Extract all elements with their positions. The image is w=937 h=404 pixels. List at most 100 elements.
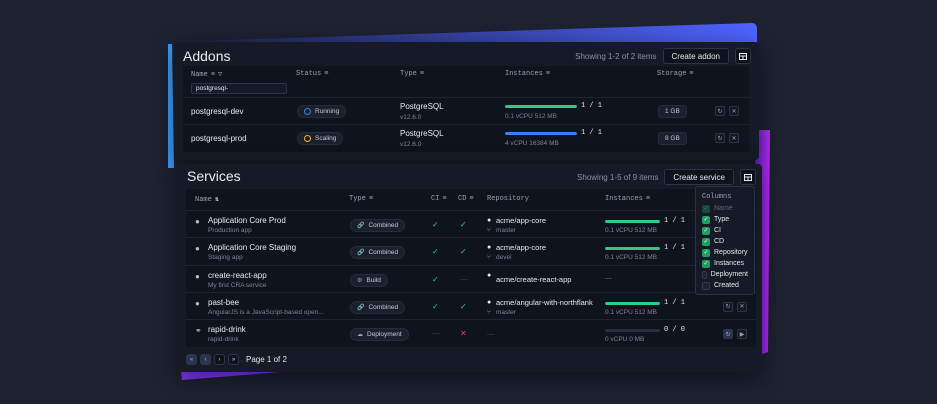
restart-icon: ↻ [725, 304, 731, 311]
create-service-button[interactable]: Create service [664, 169, 734, 185]
column-option[interactable]: ✓ Repository [702, 248, 748, 257]
addons-panel: Addons Showing 1-2 of 2 items Create add… [174, 42, 759, 160]
checkbox[interactable] [702, 281, 710, 290]
services-showing: Showing 1-5 of 9 items [577, 172, 659, 182]
column-header-repository[interactable]: Repository [487, 195, 530, 203]
column-header-instances[interactable]: Instances ≡ [605, 195, 651, 203]
column-option[interactable]: ✓ Instances [702, 259, 744, 268]
delete-button[interactable]: ✕ [729, 106, 739, 116]
checkbox[interactable]: ✓ [702, 204, 710, 213]
columns-menu-title: Columns [702, 193, 732, 201]
columns-toggle-button[interactable] [735, 48, 751, 64]
repo-name[interactable]: — [487, 329, 495, 339]
prev-page-button[interactable]: ‹ [200, 354, 211, 365]
checkbox[interactable]: ✓ [702, 248, 710, 257]
restart-button[interactable]: ↻ [723, 329, 733, 340]
filter-icon[interactable]: ▽ [218, 71, 223, 79]
checkbox[interactable]: ✓ [702, 259, 710, 268]
github-icon: ● [195, 271, 200, 281]
github-icon: ● [195, 298, 200, 308]
check-icon: ✓ [432, 274, 439, 284]
restart-icon: ↻ [717, 108, 723, 115]
repo-branch: devel [496, 254, 512, 262]
restart-button[interactable]: ↻ [715, 133, 725, 143]
table-row[interactable]: ● past-bee AngularJS is a JavaScript-bas… [186, 291, 756, 319]
table-row[interactable]: ● create-react-app My first CRA service … [186, 264, 756, 292]
github-icon: ● [487, 298, 492, 306]
status-ring-icon [304, 108, 311, 115]
service-name[interactable]: create-react-app [208, 270, 267, 280]
pagination: « ‹ › » Page 1 of 2 [186, 354, 287, 365]
service-type-icon: 🔗 [357, 304, 365, 311]
table-row[interactable]: postgresql-prod Scaling PostgreSQL v12.6… [183, 124, 749, 151]
column-header-type[interactable]: Type ≡ [349, 195, 374, 203]
instance-progress [605, 329, 660, 333]
restart-button[interactable]: ↻ [723, 301, 733, 312]
delete-button[interactable]: ✕ [729, 133, 739, 143]
storage-badge: 8 GB [658, 132, 687, 145]
repo-name[interactable]: acme/app-core [496, 216, 547, 225]
github-icon: ● [487, 244, 492, 252]
repo-name[interactable]: acme/angular-with-northflank [496, 297, 593, 307]
column-header-ci[interactable]: CI ≡ [431, 195, 447, 203]
create-addon-button[interactable]: Create addon [662, 48, 729, 64]
table-row[interactable]: ● Application Core Staging Staging app 🔗… [186, 237, 756, 264]
repo-name[interactable]: acme/app-core [496, 243, 547, 253]
checkbox[interactable] [702, 270, 707, 279]
column-option[interactable]: ✓ Name [702, 204, 733, 213]
instance-resources: 0.1 vCPU 512 MB [605, 254, 658, 262]
close-icon: ✕ [731, 108, 737, 115]
checkbox[interactable]: ✓ [702, 226, 710, 235]
column-header-instances[interactable]: Instances ≡ [505, 70, 551, 78]
delete-button[interactable]: ✕ [737, 301, 747, 312]
column-header-name[interactable]: Name ≡ ▽ [191, 70, 223, 80]
column-option[interactable]: Created [702, 280, 748, 291]
link-icon: ⚭ [195, 326, 202, 336]
addon-name[interactable]: postgresql-dev [191, 107, 244, 116]
status-badge: Running [297, 105, 347, 118]
play-icon: ▶ [739, 331, 745, 338]
column-header-cd[interactable]: CD ≡ [458, 195, 474, 203]
service-description: Staging app [208, 254, 243, 262]
restart-button[interactable]: ↻ [715, 106, 725, 116]
column-option[interactable]: ✓ CD [702, 237, 725, 246]
checkbox[interactable]: ✓ [702, 237, 710, 246]
instance-progress [605, 220, 660, 223]
play-button[interactable]: ▶ [737, 329, 747, 340]
check-icon: ✓ [432, 247, 439, 257]
repo-name[interactable]: acme/create-react-app [496, 274, 572, 284]
service-name[interactable]: Application Core Prod [208, 216, 286, 225]
first-page-button[interactable]: « [186, 354, 197, 365]
table-row[interactable]: postgresql-dev Running PostgreSQL v12.6.… [183, 97, 749, 124]
next-page-button[interactable]: › [214, 354, 225, 365]
column-header-status[interactable]: Status ≡ [296, 70, 329, 78]
service-name[interactable]: Application Core Staging [208, 243, 297, 253]
addon-name[interactable]: postgresql-prod [191, 134, 247, 143]
status-badge: Scaling [297, 132, 344, 145]
column-option[interactable]: ✓ Type [702, 215, 730, 224]
service-name[interactable]: past-bee [208, 297, 240, 307]
last-page-button[interactable]: » [228, 354, 239, 365]
services-title: Services [187, 168, 241, 184]
column-header-name[interactable]: Name ⇅ [195, 195, 220, 205]
columns-toggle-button-services[interactable] [740, 169, 756, 185]
close-icon: ✕ [731, 135, 737, 142]
service-type-icon: 🔗 [357, 250, 365, 257]
table-row[interactable]: ● Application Core Prod Production app 🔗… [186, 210, 756, 237]
service-name[interactable]: rapid-drink [208, 325, 246, 335]
addons-table: Name ≡ ▽ Status ≡ Type ≡ Instances ≡ Storage ≡… [183, 66, 749, 152]
column-option[interactable]: Deployment [702, 269, 748, 280]
status-ring-icon [304, 135, 311, 142]
column-header-type[interactable]: Type ≡ [400, 70, 425, 78]
service-description: rapid-drink [208, 336, 239, 344]
checkbox[interactable]: ✓ [702, 215, 710, 224]
column-option[interactable]: ✓ CI [702, 226, 721, 235]
check-icon: ✓ [432, 301, 439, 311]
addon-type: PostgreSQL [400, 129, 444, 138]
name-filter-input[interactable] [191, 83, 287, 94]
table-row[interactable]: ⚭ rapid-drink rapid-drink ☁ Deployment — ✕… [186, 319, 756, 346]
column-header-storage[interactable]: Storage ≡ [657, 70, 694, 78]
check-icon: ✓ [460, 220, 467, 229]
branch-icon: ⑂ [487, 254, 491, 262]
repo-branch: master [496, 308, 516, 316]
